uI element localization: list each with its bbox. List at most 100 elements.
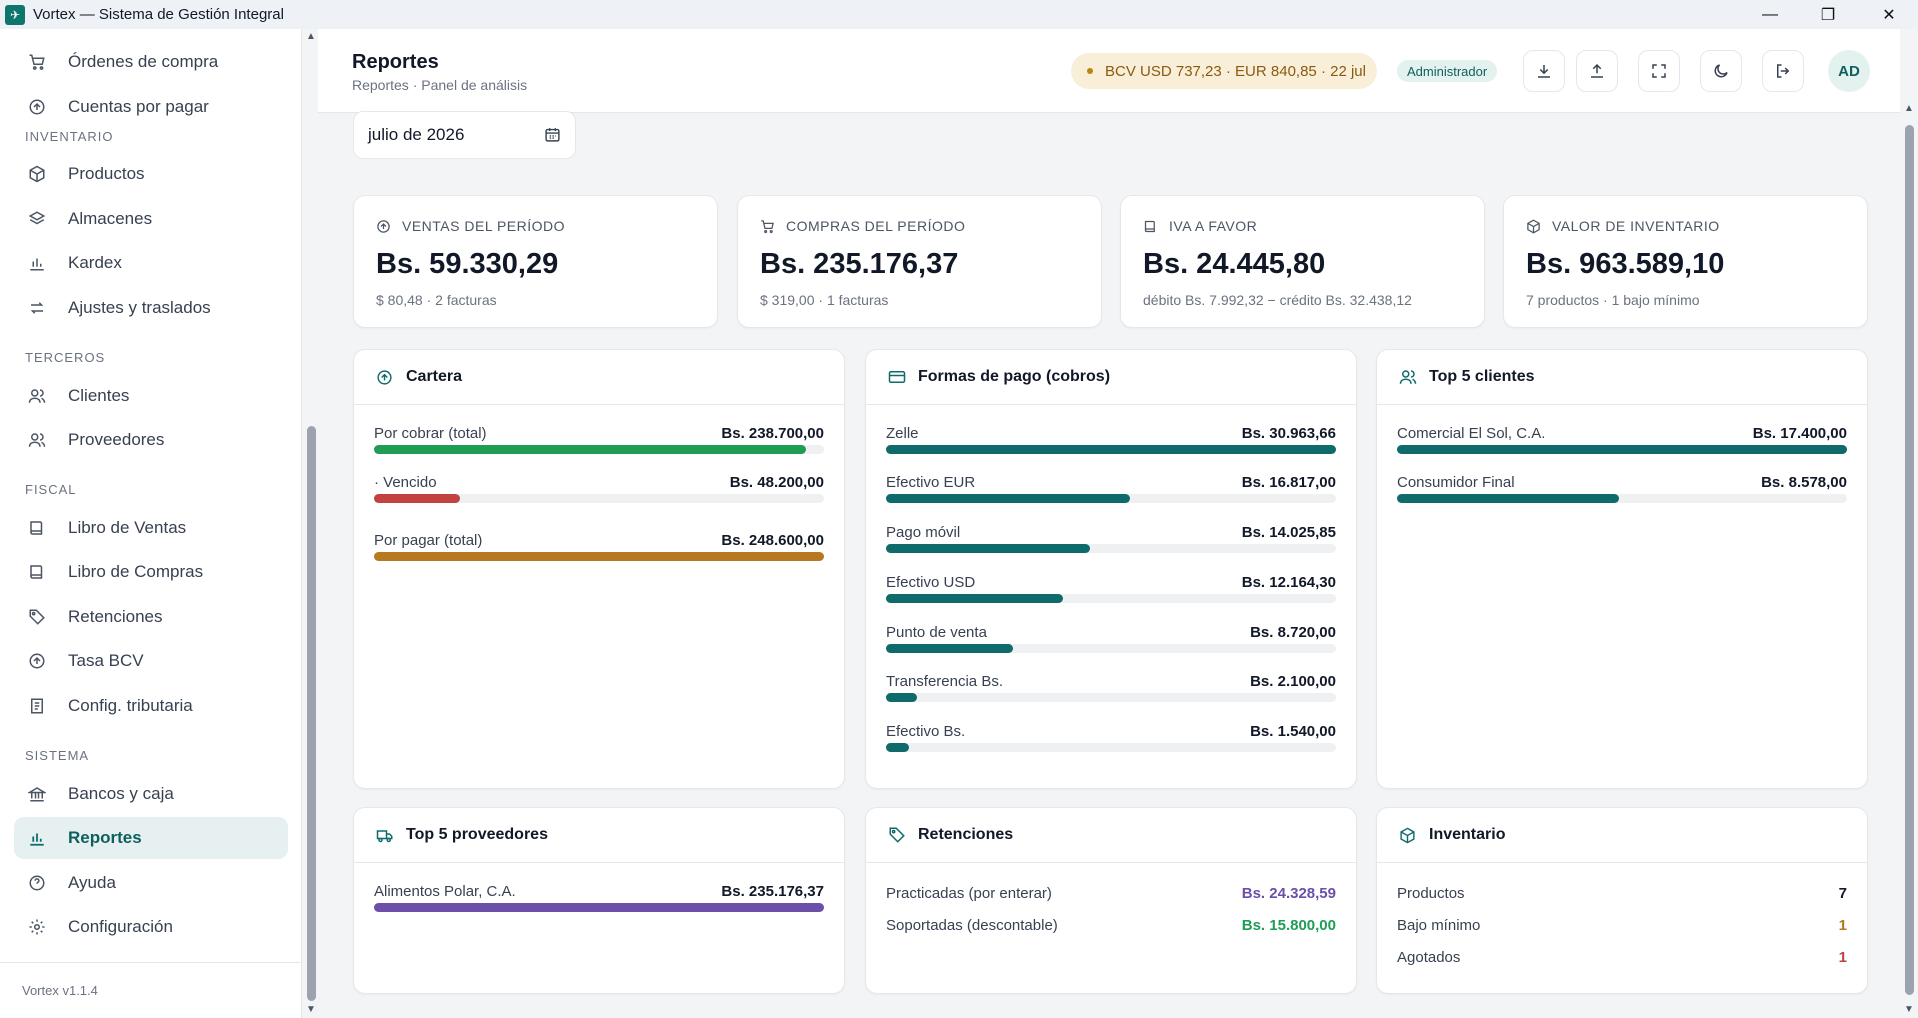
transfer-icon xyxy=(26,297,48,319)
sidebar-item-ayuda[interactable]: Ayuda xyxy=(14,862,288,904)
progress-fill xyxy=(886,644,1013,653)
sidebar-scrollbar[interactable]: ▲ ▼ xyxy=(304,29,318,1018)
progress-fill xyxy=(886,693,917,702)
kpi-iva: IVA A FAVOR Bs. 24.445,80 débito Bs. 7.9… xyxy=(1120,195,1485,328)
panel-retenciones: Retenciones Practicadas (por enterar) Bs… xyxy=(865,807,1357,994)
list-item: Practicadas (por enterar) Bs. 24.328,59 xyxy=(886,885,1336,909)
logout-icon xyxy=(1777,64,1790,78)
book-icon xyxy=(26,561,48,583)
sidebar-item-label: Tasa BCV xyxy=(68,651,144,670)
row-label: Pago móvil xyxy=(886,524,961,541)
sidebar-item-libro-compras[interactable]: Libro de Compras xyxy=(14,551,288,593)
minimize-button[interactable]: — xyxy=(1762,5,1778,23)
row-label: Punto de venta xyxy=(886,624,987,641)
kpi-sub: 7 productos · 1 bajo mínimo xyxy=(1526,292,1700,308)
panel-title: Top 5 proveedores xyxy=(406,826,548,843)
dark-mode-button[interactable] xyxy=(1700,50,1742,92)
progress-track xyxy=(1397,494,1847,503)
main-scroll-thumb[interactable] xyxy=(1905,125,1914,995)
cart-icon xyxy=(760,218,776,234)
sidebar-item-libro-ventas[interactable]: Libro de Ventas xyxy=(14,507,288,549)
sidebar-item-ajustes-traslados[interactable]: Ajustes y traslados xyxy=(14,287,288,329)
list-item: Bajo mínimo 1 xyxy=(1397,917,1847,941)
list-item: Transferencia Bs. Bs. 2.100,00 xyxy=(886,673,1336,713)
close-window-button[interactable]: ✕ xyxy=(1882,6,1896,24)
list-item: Por pagar (total) Bs. 248.600,00 xyxy=(374,532,824,572)
row-value: Bs. 238.700,00 xyxy=(721,425,824,442)
panel-header: Top 5 proveedores xyxy=(354,808,844,863)
kpi-label-text: VALOR DE INVENTARIO xyxy=(1552,218,1720,234)
sidebar-item-proveedores[interactable]: Proveedores xyxy=(14,419,288,461)
sidebar-item-almacenes[interactable]: Almacenes xyxy=(14,198,288,240)
panel-cartera: Cartera Por cobrar (total) Bs. 238.700,0… xyxy=(353,349,845,789)
sidebar-item-reportes[interactable]: Reportes xyxy=(14,817,288,859)
sidebar-item-config-tributaria[interactable]: Config. tributaria xyxy=(14,685,288,727)
sidebar-item-configuracion[interactable]: Configuración xyxy=(14,906,288,948)
scroll-up-arrow-icon[interactable]: ▲ xyxy=(1904,103,1914,114)
progress-fill xyxy=(886,743,909,752)
list-item: Punto de venta Bs. 8.720,00 xyxy=(886,624,1336,664)
panel-title: Top 5 clientes xyxy=(1429,368,1535,385)
sidebar-item-ordenes-compra[interactable]: Órdenes de compra xyxy=(14,41,288,83)
credit-card-icon xyxy=(888,368,906,386)
row-value: Bs. 248.600,00 xyxy=(721,532,824,549)
scroll-down-arrow-icon[interactable]: ▼ xyxy=(306,1004,316,1015)
upload-button[interactable] xyxy=(1576,50,1618,92)
panel-title: Inventario xyxy=(1429,826,1506,843)
main-scrollbar[interactable]: ▲ ▼ xyxy=(1900,29,1918,1018)
upload-icon xyxy=(1591,63,1603,78)
download-icon xyxy=(1538,65,1550,78)
circle-arrow-icon xyxy=(26,96,48,118)
progress-track xyxy=(886,693,1336,702)
row-value: Bs. 16.817,00 xyxy=(1241,474,1336,491)
progress-track xyxy=(374,903,824,912)
panel-formas-pago: Formas de pago (cobros) Zelle Bs. 30.963… xyxy=(865,349,1357,789)
page-title: Reportes xyxy=(352,51,439,73)
row-label: Agotados xyxy=(1397,949,1461,966)
sidebar-item-label: Productos xyxy=(68,164,145,183)
section-title-sistema: SISTEMA xyxy=(25,748,90,763)
sidebar: Órdenes de compra Cuentas por pagar INVE… xyxy=(0,29,302,1018)
sidebar-item-retenciones[interactable]: Retenciones xyxy=(14,596,288,638)
progress-track xyxy=(886,644,1336,653)
sidebar-item-tasa-bcv[interactable]: Tasa BCV xyxy=(14,640,288,682)
progress-fill xyxy=(886,594,1063,603)
layers-icon xyxy=(26,208,48,230)
progress-track xyxy=(886,743,1336,752)
scroll-up-arrow-icon[interactable]: ▲ xyxy=(306,31,316,42)
row-label: Consumidor Final xyxy=(1397,474,1515,491)
progress-fill xyxy=(1397,494,1619,503)
app-version: Vortex v1.1.4 xyxy=(22,983,98,998)
sidebar-item-bancos-caja[interactable]: Bancos y caja xyxy=(14,773,288,815)
avatar[interactable]: AD xyxy=(1828,50,1870,92)
bcv-rate-badge[interactable]: BCV USD 737,23 · EUR 840,85 · 22 jul xyxy=(1071,53,1377,89)
progress-fill xyxy=(886,544,1090,553)
sidebar-item-label: Libro de Compras xyxy=(68,562,204,581)
sidebar-item-label: Cuentas por pagar xyxy=(68,97,209,116)
sidebar-scroll-thumb[interactable] xyxy=(307,426,316,1001)
role-badge: Administrador xyxy=(1397,60,1498,82)
scroll-down-arrow-icon[interactable]: ▼ xyxy=(1904,1004,1914,1015)
progress-fill xyxy=(886,494,1131,503)
download-button[interactable] xyxy=(1523,50,1565,92)
row-label: Por pagar (total) xyxy=(374,532,483,549)
logout-button[interactable] xyxy=(1762,50,1804,92)
sidebar-item-clientes[interactable]: Clientes xyxy=(14,375,288,417)
sidebar-item-kardex[interactable]: Kardex xyxy=(14,242,288,284)
fullscreen-button[interactable] xyxy=(1638,50,1680,92)
progress-track xyxy=(886,494,1336,503)
sidebar-item-productos[interactable]: Productos xyxy=(14,153,288,195)
panel-header: Inventario xyxy=(1377,808,1867,863)
maximize-button[interactable]: ❐ xyxy=(1820,6,1836,24)
bar-chart-icon xyxy=(26,252,48,274)
sidebar-item-cuentas-pagar[interactable]: Cuentas por pagar xyxy=(14,86,288,128)
progress-track xyxy=(886,445,1336,454)
tag-icon xyxy=(888,826,906,844)
row-value: Bs. 8.578,00 xyxy=(1761,474,1847,491)
sidebar-item-label: Configuración xyxy=(68,917,173,936)
row-label: Alimentos Polar, C.A. xyxy=(374,883,516,900)
book-icon xyxy=(26,517,48,539)
list-item: · Vencido Bs. 48.200,00 xyxy=(374,474,824,514)
period-picker[interactable]: julio de 2026 xyxy=(353,111,576,159)
panel-title: Formas de pago (cobros) xyxy=(918,368,1111,385)
